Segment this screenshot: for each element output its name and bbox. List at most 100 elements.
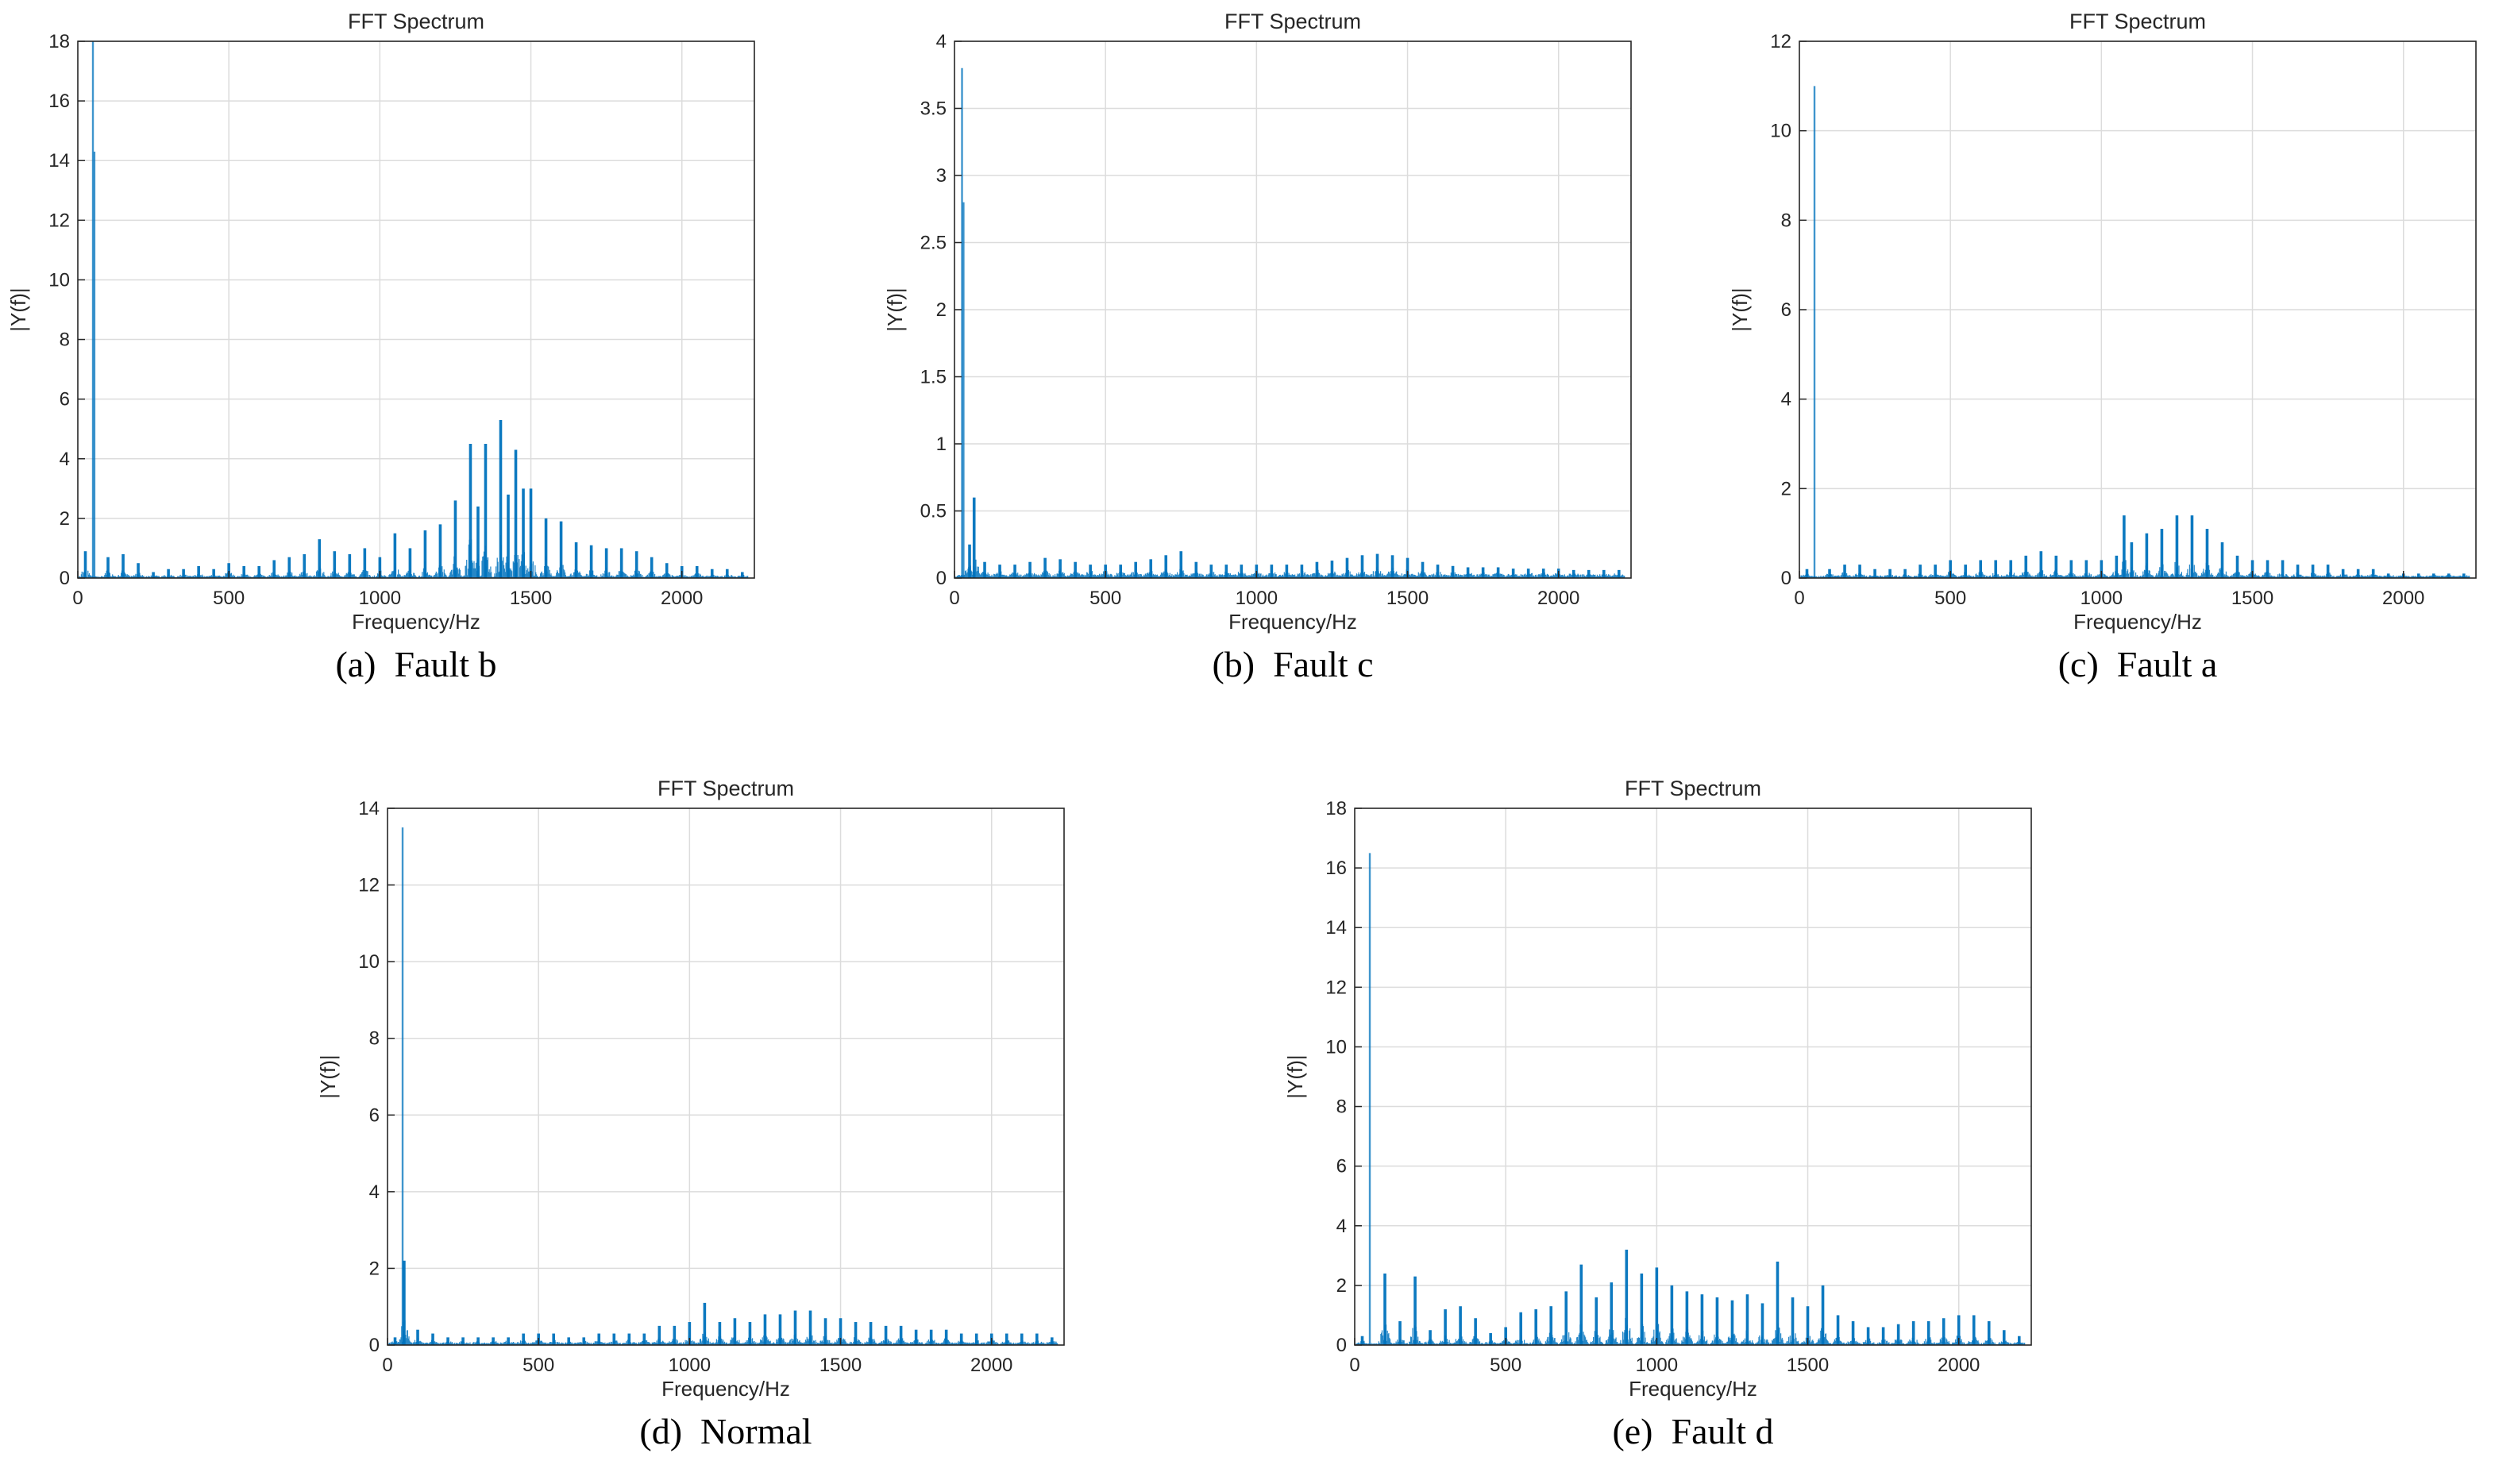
x-axis-label: Frequency/Hz bbox=[2073, 610, 2202, 634]
y-axis-label: |Y(f)| bbox=[316, 1054, 340, 1098]
x-tick-label: 1000 bbox=[669, 1355, 711, 1376]
y-tick-label: 12 bbox=[1770, 31, 1791, 52]
x-tick-label: 0 bbox=[1794, 588, 1804, 609]
plot-area bbox=[1355, 808, 2031, 1345]
x-axis-label: Frequency/Hz bbox=[1228, 610, 1357, 634]
x-tick-label: 0 bbox=[949, 588, 959, 609]
y-tick-label: 6 bbox=[369, 1104, 380, 1126]
y-tick-label: 14 bbox=[48, 150, 70, 172]
x-axis-label: Frequency/Hz bbox=[1629, 1377, 1757, 1401]
panel-caption: (d) Normal bbox=[639, 1411, 812, 1451]
y-tick-label: 16 bbox=[48, 91, 70, 112]
x-tick-label: 1000 bbox=[1636, 1355, 1678, 1376]
y-tick-label: 6 bbox=[1336, 1156, 1347, 1178]
x-tick-label: 1000 bbox=[1236, 588, 1278, 609]
x-tick-label: 500 bbox=[1089, 588, 1121, 609]
chart-title: FFT Spectrum bbox=[657, 777, 794, 800]
y-tick-label: 10 bbox=[1325, 1036, 1347, 1058]
x-axis-label: Frequency/Hz bbox=[661, 1377, 790, 1401]
y-tick-label: 8 bbox=[60, 330, 70, 351]
x-tick-label: 2000 bbox=[1938, 1355, 1980, 1376]
x-tick-label: 500 bbox=[1490, 1355, 1521, 1376]
panel-d: 0 500 1000 1500 2000 0 2 4 6 8 10 12 14 FFT Spectrum F… bbox=[316, 777, 1065, 1451]
y-tick-label: 2.5 bbox=[920, 233, 947, 254]
y-tick-label: 10 bbox=[358, 951, 380, 973]
y-tick-label: 2 bbox=[60, 508, 70, 530]
y-tick-label: 18 bbox=[48, 31, 70, 52]
y-tick-label: 2 bbox=[1336, 1275, 1347, 1297]
panel-c: 0 500 1000 1500 2000 0 2 4 6 8 10 12 FFT Spectrum Fre… bbox=[1728, 10, 2477, 684]
plot-area bbox=[78, 41, 754, 578]
panel-caption: (b) Fault c bbox=[1212, 644, 1373, 684]
y-tick-label: 1 bbox=[936, 434, 947, 455]
panel-caption: (e) Fault d bbox=[1612, 1411, 1773, 1451]
y-tick-label: 16 bbox=[1325, 858, 1347, 879]
y-tick-label: 12 bbox=[1325, 977, 1347, 998]
y-tick-label: 14 bbox=[1325, 917, 1347, 939]
y-tick-label: 4 bbox=[936, 31, 947, 52]
y-tick-label: 0 bbox=[60, 568, 70, 589]
y-tick-label: 12 bbox=[358, 875, 380, 896]
y-tick-label: 2 bbox=[1781, 478, 1791, 499]
y-tick-label: 4 bbox=[1781, 389, 1791, 411]
chart-title: FFT Spectrum bbox=[348, 10, 484, 33]
y-axis-label: |Y(f)| bbox=[1728, 287, 1752, 331]
x-tick-label: 0 bbox=[382, 1355, 392, 1376]
x-tick-label: 1500 bbox=[2231, 588, 2273, 609]
y-tick-label: 0 bbox=[1781, 568, 1791, 589]
x-tick-label: 500 bbox=[1934, 588, 1966, 609]
y-tick-label: 10 bbox=[1770, 121, 1791, 142]
panel-caption: (a) Fault b bbox=[335, 644, 496, 684]
panel-caption: (c) Fault a bbox=[2058, 644, 2218, 684]
x-tick-label: 1500 bbox=[510, 588, 552, 609]
y-tick-label: 4 bbox=[1336, 1216, 1347, 1237]
x-tick-label: 1000 bbox=[2080, 588, 2123, 609]
y-axis-label: |Y(f)| bbox=[1283, 1054, 1307, 1098]
y-tick-label: 6 bbox=[60, 389, 70, 411]
y-axis-label: |Y(f)| bbox=[6, 287, 30, 331]
x-tick-label: 2000 bbox=[2382, 588, 2424, 609]
y-tick-label: 3.5 bbox=[920, 98, 947, 120]
y-axis-label: |Y(f)| bbox=[883, 287, 907, 331]
y-tick-label: 8 bbox=[1336, 1097, 1347, 1118]
x-tick-label: 1500 bbox=[1787, 1355, 1829, 1376]
y-tick-label: 6 bbox=[1781, 299, 1791, 321]
axes-frame bbox=[387, 808, 1065, 1346]
y-tick-label: 1.5 bbox=[920, 367, 947, 388]
y-tick-label: 8 bbox=[369, 1028, 380, 1050]
x-tick-label: 2000 bbox=[1537, 588, 1579, 609]
panel-b: 0 500 1000 1500 2000 0 0.5 1 1.5 2 2.5 3 3.5 4 FFT Spe… bbox=[883, 10, 1632, 684]
axes-frame bbox=[77, 40, 755, 579]
plot-area bbox=[388, 808, 1064, 1345]
y-tick-label: 12 bbox=[48, 210, 70, 231]
chart-title: FFT Spectrum bbox=[2069, 10, 2206, 33]
chart-title: FFT Spectrum bbox=[1625, 777, 1761, 800]
x-tick-label: 2000 bbox=[970, 1355, 1012, 1376]
y-tick-label: 4 bbox=[60, 449, 70, 470]
chart-title: FFT Spectrum bbox=[1224, 10, 1361, 33]
x-tick-label: 0 bbox=[72, 588, 83, 609]
panel-e: 0 500 1000 1500 2000 0 2 4 6 8 10 12 14 16 18 FFT Spect… bbox=[1283, 777, 2032, 1451]
x-tick-label: 1000 bbox=[359, 588, 401, 609]
y-tick-label: 2 bbox=[369, 1258, 380, 1279]
y-tick-label: 8 bbox=[1781, 210, 1791, 231]
x-tick-label: 500 bbox=[213, 588, 245, 609]
y-tick-label: 3 bbox=[936, 165, 947, 187]
x-axis-label: Frequency/Hz bbox=[352, 610, 480, 634]
x-tick-label: 500 bbox=[523, 1355, 554, 1376]
y-tick-label: 14 bbox=[358, 798, 380, 819]
y-tick-label: 0.5 bbox=[920, 501, 947, 522]
x-tick-label: 0 bbox=[1349, 1355, 1359, 1376]
panel-a: 0 500 1000 1500 2000 0 2 4 6 8 10 12 14 16 18 FFT Spect… bbox=[6, 10, 755, 684]
x-tick-label: 1500 bbox=[819, 1355, 862, 1376]
y-tick-label: 2 bbox=[936, 299, 947, 321]
y-tick-label: 4 bbox=[369, 1181, 380, 1203]
y-tick-label: 0 bbox=[936, 568, 947, 589]
x-tick-label: 1500 bbox=[1386, 588, 1429, 609]
y-tick-label: 18 bbox=[1325, 798, 1347, 819]
y-tick-label: 10 bbox=[48, 269, 70, 291]
y-tick-label: 0 bbox=[369, 1335, 380, 1356]
axes-frame bbox=[1354, 808, 2032, 1346]
x-tick-label: 2000 bbox=[661, 588, 703, 609]
